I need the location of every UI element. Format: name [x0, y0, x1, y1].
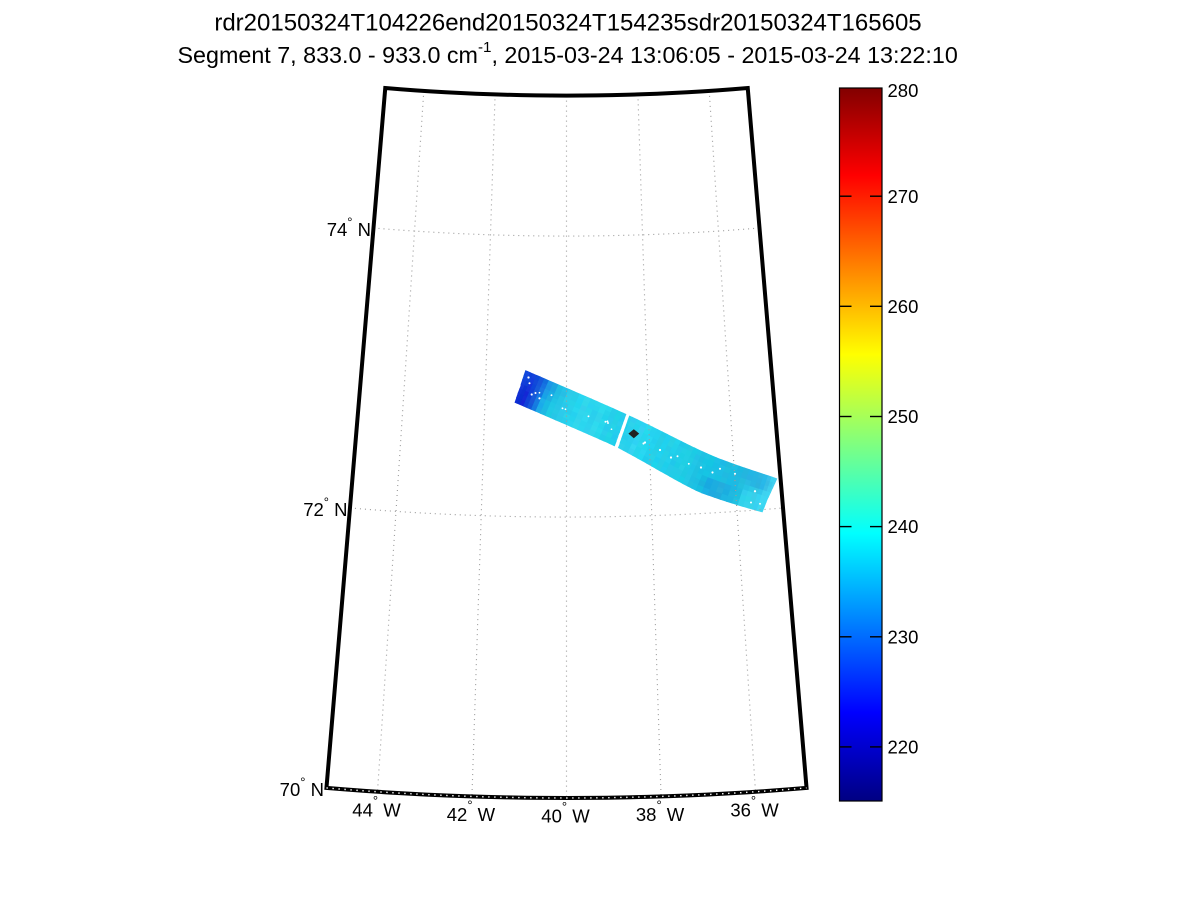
svg-text:70° N: 70° N	[280, 775, 324, 801]
svg-text:280: 280	[888, 80, 919, 101]
svg-text:74° N: 74° N	[327, 215, 371, 241]
svg-text:230: 230	[888, 626, 919, 647]
svg-text:72° N: 72° N	[303, 495, 347, 521]
svg-text:270: 270	[888, 186, 919, 207]
svg-text:rdr20150324T104226end20150324T: rdr20150324T104226end20150324T154235sdr2…	[214, 10, 921, 37]
svg-text:220: 220	[888, 737, 919, 758]
svg-text:250: 250	[888, 406, 919, 427]
svg-text:44° W: 44° W	[352, 793, 401, 821]
svg-text:240: 240	[888, 516, 919, 537]
svg-text:260: 260	[888, 296, 919, 317]
svg-text:Segment 7, 833.0 - 933.0 cm-1,: Segment 7, 833.0 - 933.0 cm-1, 2015-03-2…	[178, 39, 958, 68]
